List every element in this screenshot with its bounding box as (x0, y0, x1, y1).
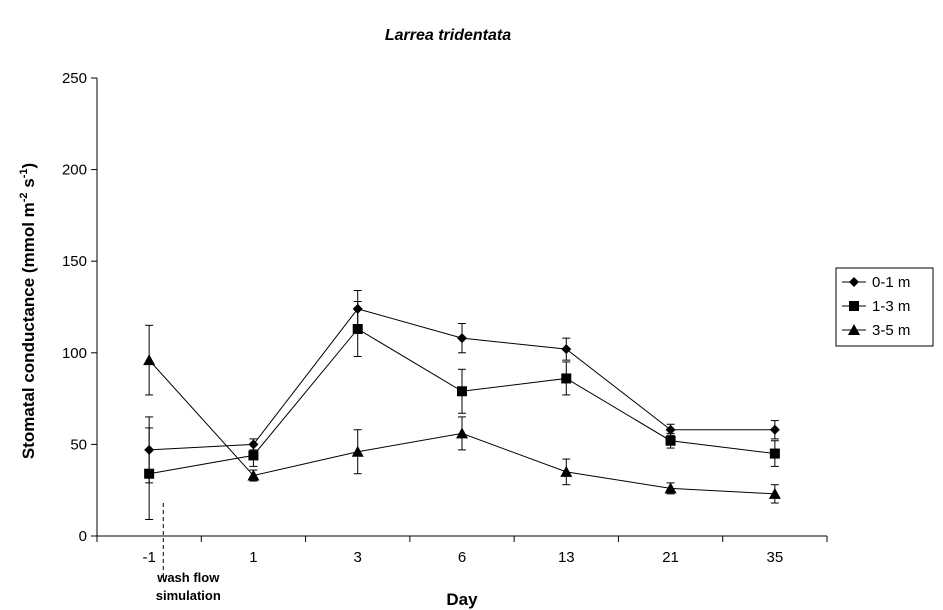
x-tick-label: -1 (142, 549, 155, 566)
x-tick-label: 1 (249, 549, 257, 566)
data-point (457, 386, 467, 397)
y-axis-label-mid: s (19, 178, 38, 192)
chart-title: Larrea tridentata (385, 27, 511, 44)
y-axis-label-main: Stomatal conductance (mmol m (19, 202, 38, 459)
y-axis-label-sup2: -1 (18, 168, 30, 178)
legend-label: 0-1 m (872, 274, 910, 291)
legend-marker (849, 301, 859, 311)
legend-label: 1-3 m (872, 298, 910, 315)
legend-marker (849, 277, 859, 287)
annotation-line1: wash flow (156, 570, 220, 585)
data-point (769, 448, 780, 459)
x-tick-label: 21 (662, 549, 679, 566)
x-tick-label: 13 (558, 549, 575, 566)
legend-marker (848, 324, 860, 335)
wash-flow-annotation: wash flow simulation (156, 503, 221, 603)
data-point (561, 373, 572, 384)
y-tick-label: 0 (79, 528, 87, 545)
data-point (457, 333, 467, 344)
annotation-line2: simulation (156, 588, 221, 603)
data-point (247, 469, 260, 481)
x-tick-label: 35 (767, 549, 784, 566)
data-point (144, 468, 155, 479)
data-point (664, 482, 677, 494)
legend-item: 1-3 m (842, 298, 910, 315)
data-point (561, 344, 572, 355)
legend-item: 0-1 m (842, 274, 910, 291)
series-square (144, 301, 780, 521)
y-axis-label-end: ) (19, 163, 38, 169)
x-tick-label: 6 (458, 549, 466, 566)
data-point (769, 424, 780, 435)
y-axis-label-sup1: -2 (18, 192, 30, 202)
data-point (665, 424, 676, 435)
data-point (665, 435, 676, 446)
x-axis-label: Day (446, 590, 478, 609)
plot-area (143, 290, 781, 521)
y-tick-label: 250 (62, 70, 87, 87)
y-axis-label: Stomatal conductance (mmol m-2 s-1) (18, 163, 38, 459)
data-point (351, 445, 364, 457)
y-tick-label: 150 (62, 253, 87, 270)
legend-item: 3-5 m (842, 322, 910, 339)
legend-label: 3-5 m (872, 322, 910, 339)
x-tick-label: 3 (354, 549, 362, 566)
data-point (352, 323, 363, 334)
data-point (143, 354, 156, 366)
data-point (768, 487, 781, 499)
y-tick-label: 100 (62, 345, 87, 362)
y-tick-label: 200 (62, 162, 87, 179)
series-triangle (143, 324, 781, 504)
data-point (456, 427, 468, 439)
data-point (248, 450, 259, 461)
data-point (560, 465, 573, 477)
legend: 0-1 m 1-3 m 3-5 m (835, 267, 934, 347)
y-tick-label: 50 (70, 436, 87, 453)
